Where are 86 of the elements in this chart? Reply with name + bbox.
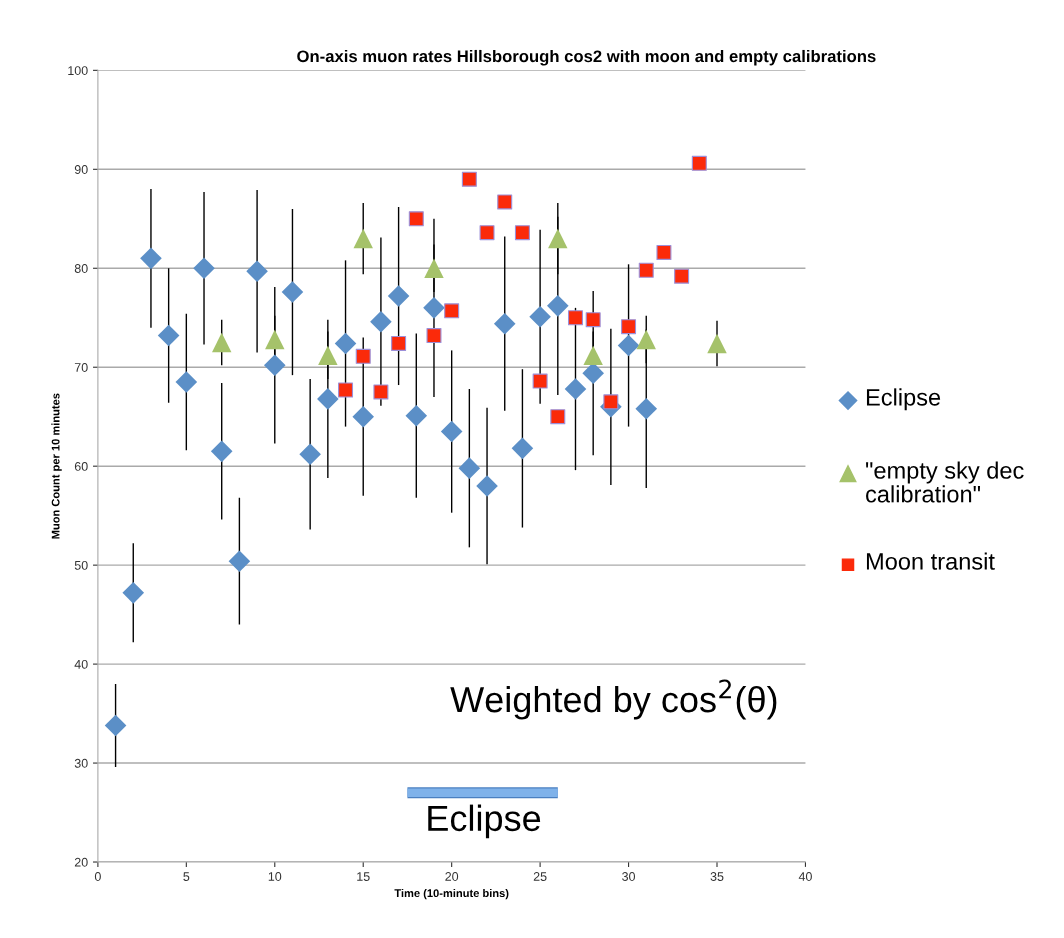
annotation: Eclipse <box>428 804 541 839</box>
point <box>656 244 672 260</box>
point <box>424 258 444 278</box>
y-tick-label: 40 <box>74 659 88 669</box>
y-axis-title: Muon Count per 10 minutes <box>51 393 62 539</box>
point <box>707 333 727 354</box>
point <box>140 247 162 270</box>
point <box>281 281 304 303</box>
point <box>157 324 180 347</box>
x-tick-label: 0 <box>94 872 101 881</box>
point <box>493 312 516 335</box>
point <box>408 211 424 227</box>
point <box>370 310 392 333</box>
point <box>550 409 566 425</box>
x-tick-label: 10 <box>268 872 282 881</box>
point <box>603 394 619 410</box>
point <box>211 332 232 353</box>
x-tick-label: 35 <box>710 872 724 881</box>
point <box>263 354 286 377</box>
point <box>423 297 445 319</box>
legend-label: Moon transit <box>866 552 995 570</box>
annotation: Weighted by cos$^{2}$(θ) <box>450 679 777 720</box>
point <box>353 228 373 249</box>
point <box>318 345 338 366</box>
point <box>638 262 654 278</box>
point <box>299 443 321 466</box>
point <box>532 373 548 389</box>
x-tick-label: 40 <box>798 872 812 881</box>
point <box>479 225 495 241</box>
point <box>583 345 603 366</box>
y-tick-label: 90 <box>74 165 88 174</box>
point <box>674 268 690 284</box>
point <box>444 303 460 319</box>
point <box>104 714 127 737</box>
point <box>476 475 498 497</box>
point <box>511 437 534 460</box>
point <box>585 312 601 328</box>
point <box>458 457 481 479</box>
point <box>175 371 198 393</box>
chart-title: On-axis muon rates Hillsborough cos2 with moon and empty calibrations <box>297 49 876 66</box>
x-tick-label: 15 <box>357 872 370 881</box>
y-tick-label: 100 <box>68 66 88 75</box>
y-tick-label: 70 <box>74 363 88 372</box>
point <box>514 225 530 241</box>
point <box>228 550 251 572</box>
point <box>387 285 410 307</box>
point <box>193 257 215 280</box>
y-tick-label: 60 <box>74 461 88 471</box>
y-tick-label: 30 <box>74 758 88 768</box>
point <box>564 378 587 400</box>
point <box>567 310 583 326</box>
point <box>582 362 604 384</box>
legend-label: Eclipse <box>866 388 941 411</box>
point <box>210 440 233 463</box>
legend-label: "empty sky dec calibration" <box>866 461 1024 503</box>
point <box>122 582 145 604</box>
point <box>426 328 442 344</box>
point <box>548 228 568 249</box>
x-tick-label: 5 <box>183 872 190 881</box>
point <box>373 384 389 400</box>
point <box>497 194 513 210</box>
point <box>338 382 354 398</box>
point <box>355 348 371 364</box>
point <box>265 329 285 350</box>
point <box>405 404 428 427</box>
point <box>391 335 407 351</box>
point <box>246 260 268 283</box>
point <box>635 397 658 420</box>
y-tick-label: 50 <box>74 560 88 570</box>
point <box>621 319 637 335</box>
point <box>440 420 463 443</box>
point <box>461 171 477 187</box>
y-tick-label: 80 <box>74 264 88 273</box>
x-tick-label: 25 <box>533 872 547 881</box>
point <box>617 334 640 357</box>
point <box>691 155 707 171</box>
point <box>529 305 551 328</box>
point <box>547 295 569 317</box>
point <box>352 405 375 428</box>
point <box>317 388 339 410</box>
x-tick-label: 20 <box>445 872 459 881</box>
point <box>636 329 656 350</box>
x-axis-title: Time (10-minute bins) <box>394 888 509 900</box>
x-tick-label: 30 <box>622 872 636 881</box>
y-tick-label: 20 <box>74 857 88 867</box>
point <box>334 332 357 355</box>
